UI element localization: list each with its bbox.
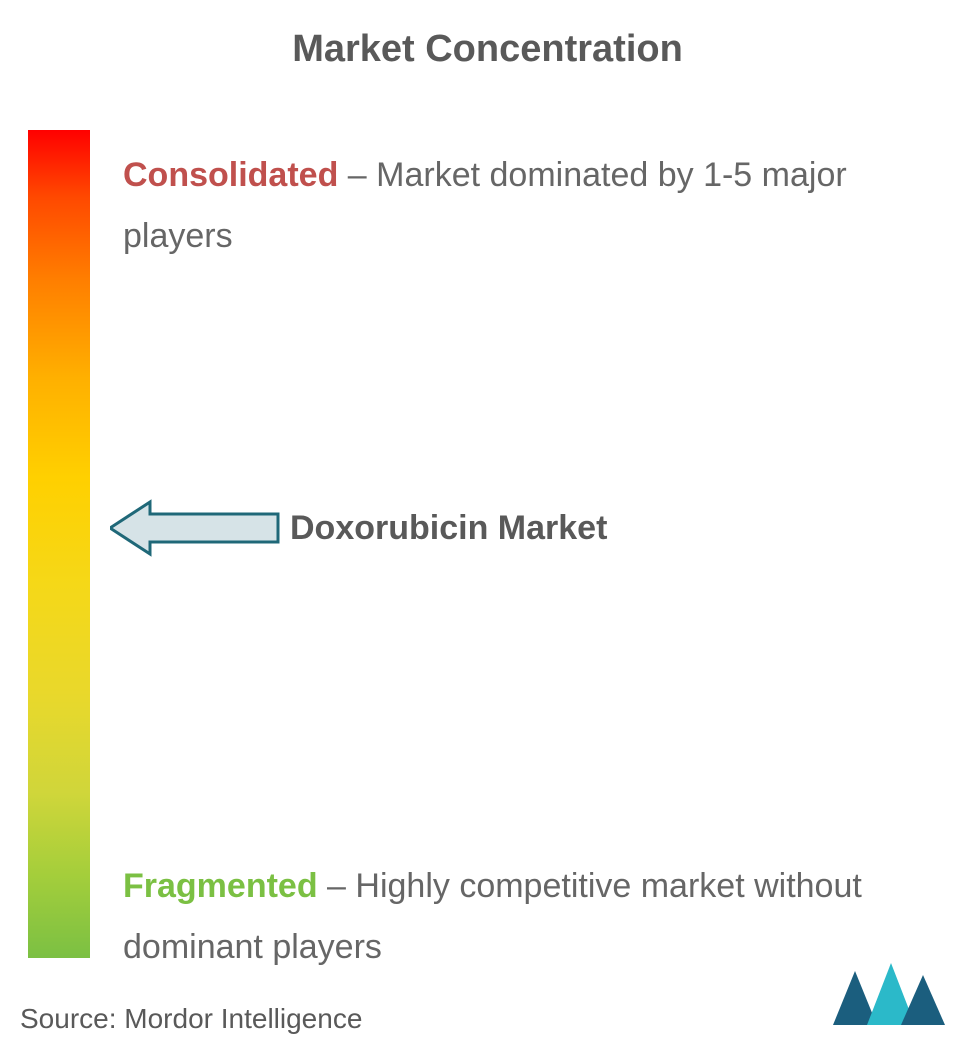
arrow-left-icon — [110, 498, 280, 558]
concentration-gradient-bar — [28, 130, 90, 958]
source-attribution: Source: Mordor Intelligence — [20, 1003, 362, 1035]
consolidated-label: Consolidated — [123, 156, 338, 194]
fragmented-description: Fragmented – Highly competitive market w… — [123, 856, 923, 978]
consolidated-description: Consolidated – Market dominated by 1-5 m… — [123, 145, 883, 267]
market-name-label: Doxorubicin Market — [290, 509, 607, 548]
mordor-logo-icon — [833, 963, 945, 1025]
chart-title: Market Concentration — [292, 28, 683, 71]
fragmented-label: Fragmented — [123, 867, 318, 905]
market-concentration-diagram: Market Concentration Consolidated – Mark… — [0, 0, 975, 1055]
market-pointer: Doxorubicin Market — [110, 498, 607, 558]
